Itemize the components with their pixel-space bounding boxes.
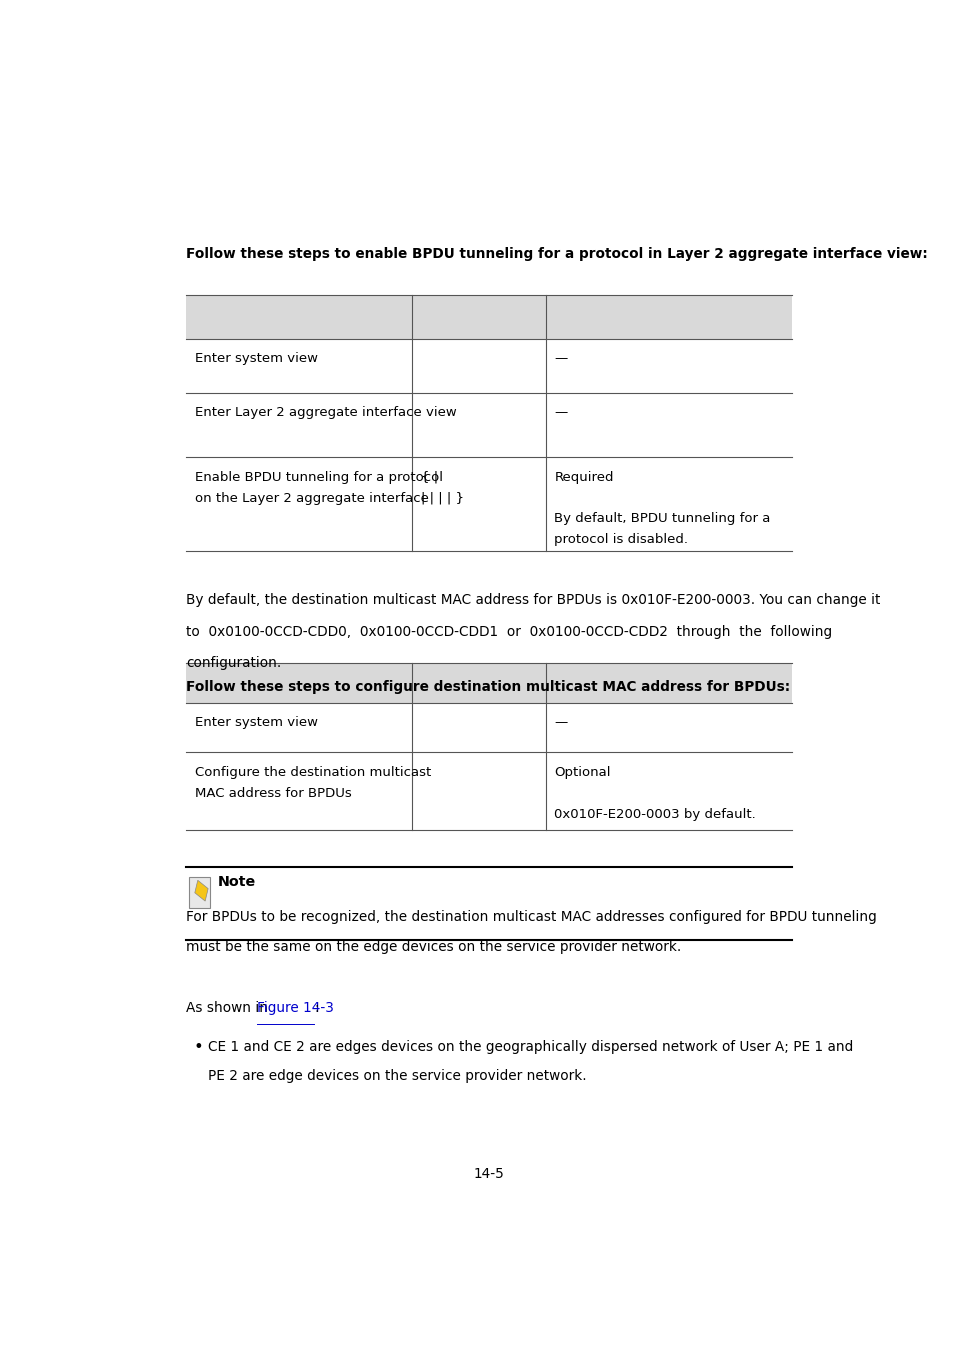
Text: Enter system view: Enter system view [194, 716, 317, 729]
Bar [190, 878, 210, 909]
Text: PE 2 are edge devices on the service provider network.: PE 2 are edge devices on the service pro… [208, 1069, 586, 1084]
Text: —: — [554, 352, 567, 366]
Text: Enter system view: Enter system view [194, 352, 317, 366]
Bar [186, 663, 791, 702]
Text: Follow these steps to configure destination multicast MAC address for BPDUs:: Follow these steps to configure destinat… [186, 679, 789, 694]
Text: { |: { | [420, 471, 437, 483]
Polygon shape [194, 880, 208, 900]
Text: to  0x0100-0CCD-CDD0,  0x0100-0CCD-CDD1  or  0x0100-0CCD-CDD2  through  the  fol: to 0x0100-0CCD-CDD0, 0x0100-0CCD-CDD1 or… [186, 625, 831, 639]
Bar [186, 702, 791, 752]
Text: Enter Layer 2 aggregate interface view: Enter Layer 2 aggregate interface view [194, 406, 456, 420]
Text: As shown in: As shown in [186, 1000, 272, 1015]
Text: —: — [554, 406, 567, 420]
Text: •: • [193, 1041, 203, 1056]
Text: protocol is disabled.: protocol is disabled. [554, 533, 688, 547]
Text: configuration.: configuration. [186, 656, 281, 670]
Text: Required: Required [554, 471, 614, 483]
Bar [186, 393, 791, 458]
Text: Configure the destination multicast: Configure the destination multicast [194, 765, 431, 779]
Text: Follow these steps to enable BPDU tunneling for a protocol in Layer 2 aggregate : Follow these steps to enable BPDU tunnel… [186, 247, 926, 262]
Text: For BPDUs to be recognized, the destination multicast MAC addresses configured f: For BPDUs to be recognized, the destinat… [186, 910, 876, 925]
Bar [186, 296, 791, 339]
Bar [186, 339, 791, 393]
Text: 14-5: 14-5 [473, 1168, 504, 1181]
Text: By default, BPDU tunneling for a: By default, BPDU tunneling for a [554, 512, 770, 525]
Text: Enable BPDU tunneling for a protocol: Enable BPDU tunneling for a protocol [194, 471, 442, 483]
Text: Figure 14-3: Figure 14-3 [256, 1000, 334, 1015]
Text: Note: Note [217, 875, 255, 890]
Text: Optional: Optional [554, 765, 610, 779]
Bar [186, 458, 791, 551]
Bar [186, 752, 791, 830]
Text: —: — [554, 716, 567, 729]
Text: CE 1 and CE 2 are edges devices on the geographically dispersed network of User : CE 1 and CE 2 are edges devices on the g… [208, 1041, 852, 1054]
Text: 0x010F-E200-0003 by default.: 0x010F-E200-0003 by default. [554, 807, 756, 821]
Text: must be the same on the edge devices on the service provider network.: must be the same on the edge devices on … [186, 940, 680, 953]
Text: on the Layer 2 aggregate interface: on the Layer 2 aggregate interface [194, 491, 428, 505]
Text: MAC address for BPDUs: MAC address for BPDUs [194, 787, 351, 799]
Text: By default, the destination multicast MAC address for BPDUs is 0x010F-E200-0003.: By default, the destination multicast MA… [186, 594, 880, 608]
Text: | | | | }: | | | | } [420, 491, 464, 505]
Text: :: : [314, 1000, 318, 1015]
